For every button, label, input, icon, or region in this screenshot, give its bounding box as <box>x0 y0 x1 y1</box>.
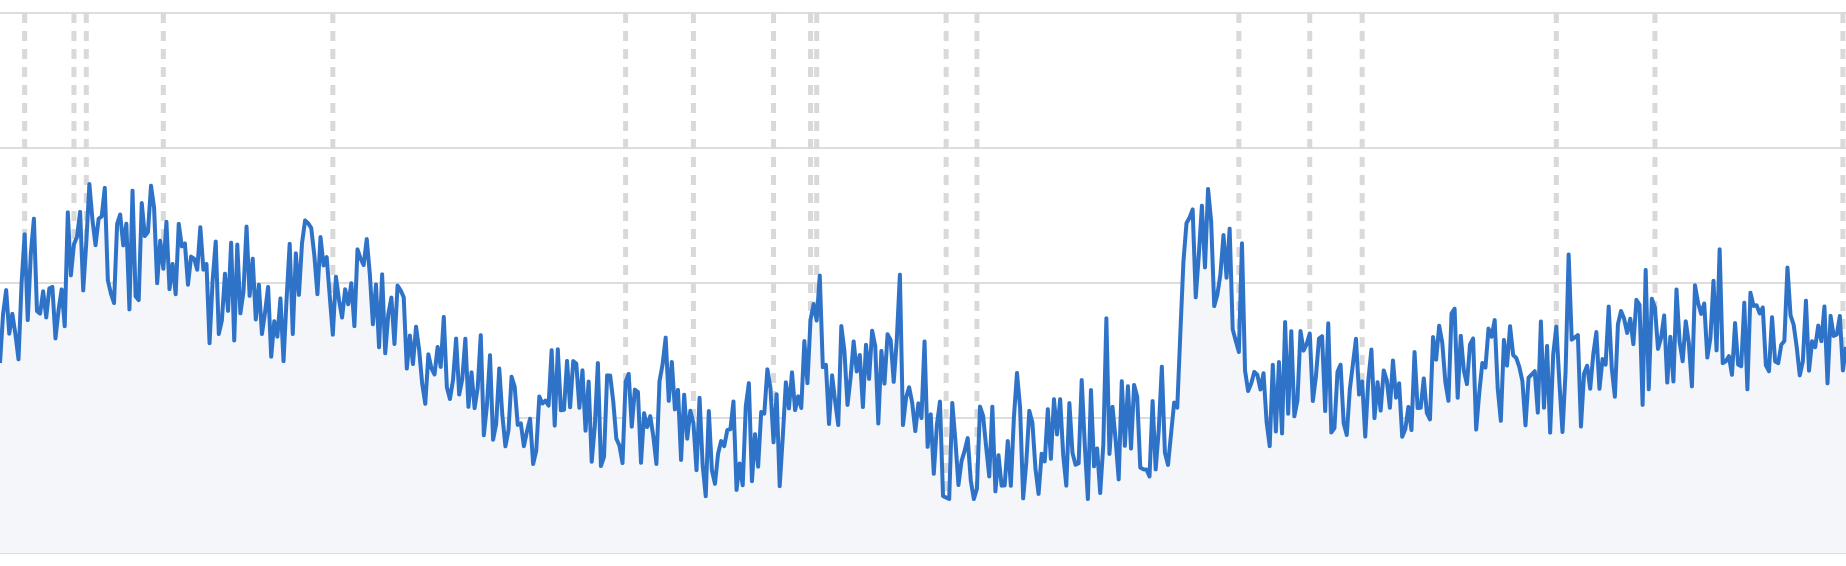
series-line-0 <box>0 182 1846 501</box>
series-layer <box>0 182 1846 553</box>
series-area-0 <box>0 184 1846 553</box>
